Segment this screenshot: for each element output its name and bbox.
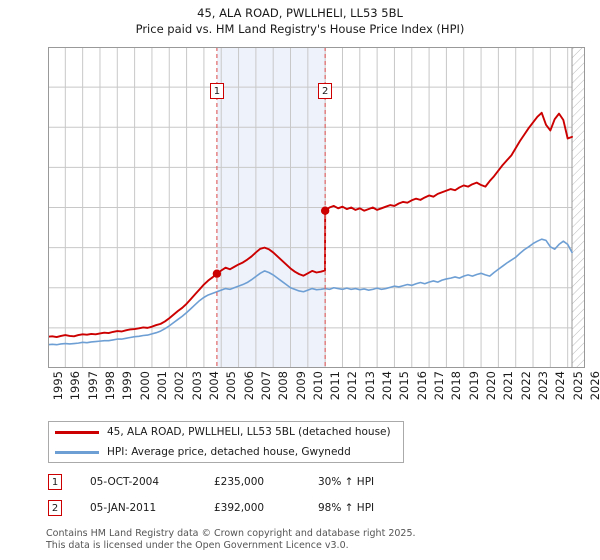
x-axis-tick-label: 1999: [120, 371, 135, 401]
x-axis-tick-label: 1995: [51, 371, 65, 401]
transaction-hpi-delta: 98% ↑ HPI: [318, 502, 375, 514]
x-axis-tick-label: 2026: [588, 371, 600, 401]
x-axis-tick-label: 2006: [241, 371, 256, 401]
transaction-hpi-delta: 30% ↑ HPI: [318, 476, 375, 488]
x-axis-tick-label: 2017: [432, 371, 447, 401]
x-axis-tick-label: 2025: [570, 371, 585, 401]
transaction-badge: 1: [48, 474, 62, 490]
transaction-row: 1 05-OCT-2004 £235,000 30% ↑ HPI: [46, 472, 466, 498]
legend-label-property: 45, ALA ROAD, PWLLHELI, LL53 5BL (detach…: [107, 426, 391, 438]
x-axis-tick-label: 2016: [414, 371, 429, 401]
footer: Contains HM Land Registry data © Crown c…: [46, 528, 586, 551]
x-axis-tick-label: 2019: [466, 371, 481, 401]
x-axis-tick-label: 2004: [206, 371, 221, 401]
x-axis-tick-label: 2020: [484, 371, 499, 401]
footer-copyright: Contains HM Land Registry data © Crown c…: [46, 528, 416, 539]
transaction-row: 2 05-JAN-2011 £392,000 98% ↑ HPI: [46, 498, 466, 524]
x-axis-tick-label: 1997: [85, 371, 100, 401]
x-axis-tick-label: 2011: [328, 371, 343, 401]
page-title: 45, ALA ROAD, PWLLHELI, LL53 5BL: [197, 6, 403, 20]
transaction-price: £235,000: [214, 476, 265, 488]
page-subtitle: Price paid vs. HM Land Registry's House …: [135, 22, 465, 36]
transaction-badge: 2: [48, 500, 62, 516]
x-axis-tick-label: 2001: [154, 371, 169, 401]
chart-svg: [48, 47, 585, 368]
legend-label-hpi: HPI: Average price, detached house, Gwyn…: [107, 446, 351, 458]
chart-legend: 45, ALA ROAD, PWLLHELI, LL53 5BL (detach…: [48, 421, 404, 463]
x-axis-tick-label: 2015: [397, 371, 412, 401]
footer-licence: This data is licensed under the Open Gov…: [46, 539, 349, 551]
x-axis-tick-label: 1998: [102, 371, 117, 401]
x-axis-tick-label: 1996: [68, 371, 83, 401]
x-axis-tick-label: 2022: [518, 371, 533, 401]
x-axis-tick-label: 2013: [362, 371, 377, 401]
legend-item-property: 45, ALA ROAD, PWLLHELI, LL53 5BL (detach…: [49, 422, 403, 442]
x-axis-tick-label: 2018: [449, 371, 464, 401]
x-axis-tick-label: 2012: [345, 371, 360, 401]
title-block: 45, ALA ROAD, PWLLHELI, LL53 5BL Price p…: [0, 6, 600, 37]
x-axis-tick-label: 2021: [501, 371, 516, 401]
x-axis-tick-label: 2007: [258, 371, 273, 401]
transaction-date: 05-OCT-2004: [90, 476, 159, 488]
x-axis-tick-label: 2008: [276, 371, 291, 401]
transaction-date: 05-JAN-2011: [90, 502, 157, 514]
x-axis-tick-label: 2005: [224, 371, 239, 401]
plot-sale-marker: 1: [209, 83, 224, 100]
legend-item-hpi: HPI: Average price, detached house, Gwyn…: [49, 442, 403, 462]
x-axis-tick-label: 2010: [310, 371, 325, 401]
x-axis-tick-label: 2014: [380, 371, 395, 401]
x-axis: 1995 1996 1997 1998 1999 2000 2001 2002 2003 2004…: [48, 371, 600, 413]
x-axis-tick-label: 2003: [189, 371, 204, 401]
plot-sale-marker: 2: [318, 83, 333, 100]
x-axis-tick-label: 2024: [553, 371, 568, 401]
legend-swatch-hpi: [55, 450, 99, 454]
transaction-list: 1 05-OCT-2004 £235,000 30% ↑ HPI 2 05-JA…: [46, 472, 466, 524]
transaction-price: £392,000: [214, 502, 265, 514]
x-axis-tick-label: 2002: [172, 371, 187, 401]
x-axis-tick-label: 2000: [137, 371, 152, 401]
legend-swatch-property: [55, 430, 99, 434]
x-axis-tick-label: 2023: [536, 371, 551, 401]
x-axis-tick-label: 2009: [293, 371, 308, 401]
